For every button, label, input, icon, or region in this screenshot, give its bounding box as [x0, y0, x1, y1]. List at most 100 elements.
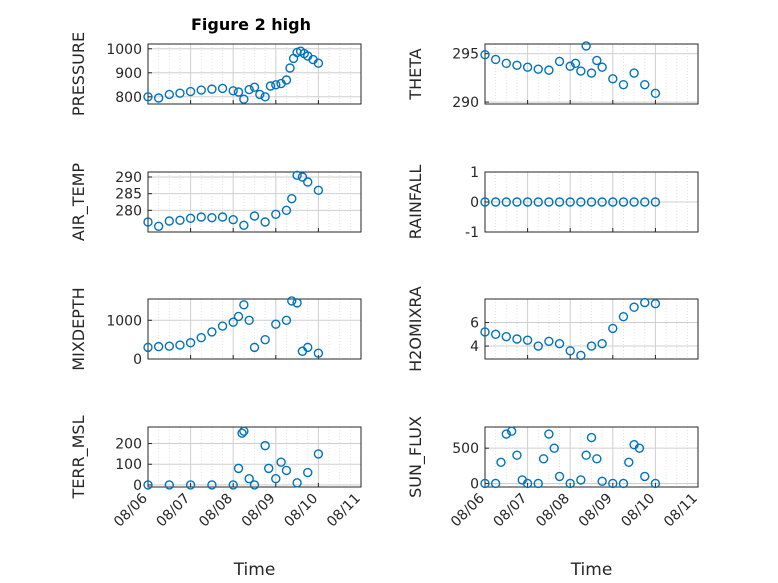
- subplot-h2omixra: 4 6 H2OMIXRA: [406, 286, 699, 372]
- data-point: [586, 432, 597, 443]
- data-point: [608, 74, 618, 84]
- data-point: [313, 185, 324, 196]
- data-point: [207, 480, 217, 490]
- data-point: [597, 197, 607, 207]
- y-tick-label: 290: [115, 170, 142, 186]
- data-point: [549, 443, 559, 453]
- data-point: [292, 298, 302, 308]
- axes-box: [484, 426, 699, 488]
- axes-box: [147, 43, 362, 105]
- data-point: [164, 341, 175, 351]
- data-point: [228, 86, 238, 96]
- data-point: [565, 61, 575, 71]
- data-point: [506, 426, 517, 436]
- data-point: [237, 428, 247, 438]
- data-point: [512, 197, 522, 207]
- y-tick-label: 1000: [106, 313, 142, 329]
- data-point: [249, 480, 260, 490]
- data-point: [576, 350, 586, 361]
- y-axis-label: MIXDEPTH: [69, 287, 88, 370]
- data-point: [196, 212, 206, 222]
- data-point: [629, 68, 639, 78]
- data-point: [544, 336, 554, 347]
- data-point: [264, 463, 274, 474]
- data-point: [629, 302, 639, 312]
- data-point: [292, 170, 302, 181]
- data-point: [233, 87, 244, 97]
- data-point: [624, 457, 634, 467]
- data-point: [143, 342, 153, 353]
- data-point: [650, 299, 661, 309]
- data-point: [501, 331, 511, 342]
- data-point: [285, 63, 295, 73]
- data-point: [554, 471, 565, 482]
- data-point: [533, 64, 543, 74]
- data-point: [544, 429, 554, 439]
- y-tick-label: 0: [470, 195, 479, 211]
- data-point: [260, 217, 270, 227]
- axes-box: [147, 171, 362, 233]
- y-tick-label: 285: [115, 187, 142, 203]
- data-point: [217, 83, 228, 94]
- data-point: [244, 474, 254, 484]
- data-point: [228, 214, 238, 225]
- data-point: [271, 80, 281, 90]
- x-axis-label: Time: [570, 560, 613, 580]
- y-tick-label: 295: [452, 47, 479, 63]
- data-point: [153, 221, 164, 232]
- axes-box: [147, 298, 362, 360]
- data-point: [281, 315, 292, 325]
- data-point: [175, 340, 185, 350]
- data-point: [217, 321, 228, 331]
- data-point: [586, 197, 597, 207]
- data-point: [597, 476, 607, 487]
- data-point: [185, 338, 196, 348]
- data-point: [554, 197, 565, 207]
- data-point: [581, 41, 591, 51]
- data-point: [313, 58, 324, 68]
- y-tick-label: 1000: [106, 42, 142, 58]
- data-point: [512, 334, 522, 344]
- data-point: [586, 341, 597, 351]
- data-point: [490, 478, 501, 489]
- data-point: [480, 478, 490, 489]
- data-point: [303, 467, 313, 478]
- data-point: [608, 197, 618, 207]
- data-point: [271, 319, 281, 329]
- data-point: [164, 480, 175, 490]
- data-point: [239, 94, 249, 104]
- data-point: [233, 463, 244, 474]
- data-point: [239, 426, 249, 436]
- data-point: [207, 327, 217, 337]
- data-point: [522, 197, 533, 207]
- y-axis-label: AIR_TEMP: [69, 163, 89, 241]
- data-point: [281, 465, 292, 476]
- data-point: [480, 197, 490, 207]
- data-point: [276, 457, 286, 467]
- data-point: [265, 81, 276, 91]
- x-axis-label: Time: [233, 560, 276, 580]
- data-point: [544, 197, 554, 207]
- data-point: [581, 450, 591, 460]
- data-point: [297, 172, 308, 182]
- data-point: [576, 66, 586, 76]
- y-axis-label: SUN_FLUX: [406, 416, 426, 498]
- data-point: [618, 311, 629, 322]
- y-tick-label: -1: [465, 225, 479, 241]
- data-point: [592, 454, 602, 464]
- subplot-theta: 290 295 THETA: [406, 41, 699, 111]
- y-axis-label: THETA: [406, 48, 425, 100]
- data-point: [650, 478, 661, 489]
- data-point: [554, 339, 565, 349]
- data-point: [287, 296, 297, 306]
- data-point: [244, 84, 254, 95]
- data-point: [597, 339, 607, 349]
- data-point: [175, 88, 185, 98]
- data-point: [490, 329, 501, 339]
- data-point: [629, 197, 639, 207]
- data-point: [164, 216, 175, 226]
- data-point: [650, 197, 661, 207]
- data-point: [255, 89, 265, 100]
- data-point: [164, 89, 175, 100]
- data-point: [287, 193, 297, 204]
